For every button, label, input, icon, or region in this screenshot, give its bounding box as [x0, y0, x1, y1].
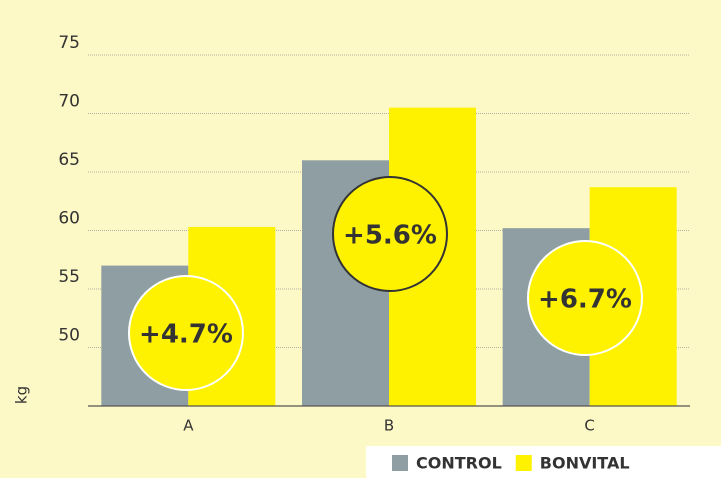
annotation: +6.7% [538, 285, 632, 315]
annotation-badge [527, 240, 643, 356]
legend-swatch [515, 455, 532, 471]
annotation: +4.7% [139, 320, 233, 350]
y-tick-label: 50 [58, 326, 80, 346]
y-tick-label: 55 [58, 267, 80, 287]
legend-swatch [392, 455, 408, 471]
y-axis-label: kg [13, 386, 31, 404]
y-tick-label: 70 [58, 92, 80, 112]
y-tick-label: 60 [58, 209, 80, 229]
x-tick-label: C [584, 417, 594, 435]
y-tick-label: 65 [58, 150, 80, 170]
legend-label: BONVITAL [540, 454, 630, 473]
x-tick-label: A [183, 417, 194, 435]
annotation-badge [332, 176, 448, 292]
legend-label: CONTROL [416, 454, 502, 473]
annotation-badge [128, 275, 244, 391]
legend-box [366, 446, 721, 478]
x-tick-label: B [384, 417, 394, 435]
annotation: +5.6% [343, 221, 437, 251]
y-tick-label: 75 [58, 33, 80, 53]
